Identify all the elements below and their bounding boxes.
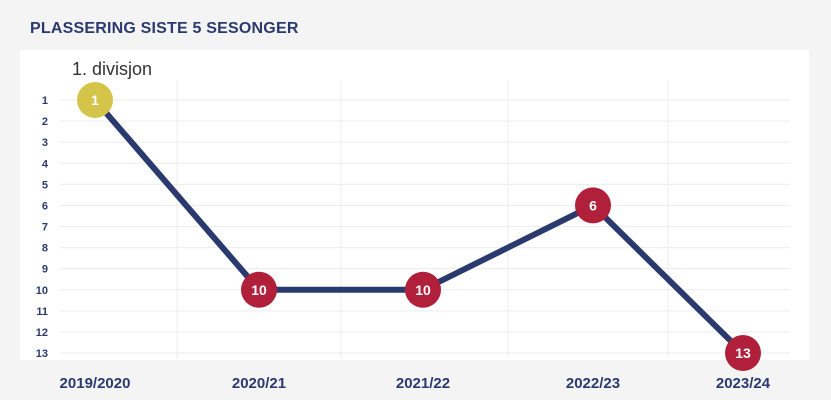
- x-tick-label: 2019/2020: [60, 375, 131, 392]
- data-point-marker: [405, 271, 441, 308]
- data-point: 6: [575, 187, 611, 224]
- data-point-marker: [725, 335, 761, 371]
- data-label: 10: [251, 282, 267, 298]
- y-tick-label: 3: [42, 137, 48, 149]
- data-label: 13: [735, 345, 751, 361]
- y-tick-label: 5: [42, 179, 48, 191]
- data-point-marker: [241, 271, 277, 308]
- y-tick-label: 2: [42, 116, 48, 128]
- grid-lines: [60, 80, 790, 358]
- y-tick-label: 10: [36, 285, 48, 297]
- y-tick-label: 12: [36, 327, 48, 339]
- y-tick-label: 11: [36, 306, 48, 318]
- y-tick-label: 13: [36, 348, 48, 360]
- data-point: 1: [77, 82, 113, 118]
- y-tick-label: 7: [42, 222, 48, 234]
- x-tick-label: 2022/23: [566, 375, 620, 392]
- x-tick-label: 2021/22: [396, 375, 450, 392]
- data-point-marker: [77, 82, 113, 118]
- data-label: 10: [415, 282, 431, 298]
- y-tick-label: 1: [42, 95, 48, 107]
- data-label: 1: [91, 92, 99, 108]
- x-tick-label: 2023/24: [716, 375, 771, 392]
- data-point-marker: [575, 187, 611, 224]
- data-point: 10: [405, 271, 441, 308]
- division-annotation: 1. divisjon: [72, 59, 152, 79]
- y-tick-label: 8: [42, 243, 48, 255]
- x-tick-label: 2020/21: [232, 375, 286, 392]
- data-points: 1 10 10 6 13: [77, 82, 761, 371]
- data-point: 10: [241, 271, 277, 308]
- y-tick-label: 4: [42, 158, 49, 170]
- y-tick-label: 6: [42, 200, 48, 212]
- chart-title: PLASSERING SISTE 5 SESONGER: [30, 20, 299, 37]
- data-point: 13: [725, 335, 761, 371]
- data-label: 6: [589, 197, 597, 213]
- x-axis-ticks: 2019/2020 2020/21 2021/22 2022/23 2023/24: [60, 375, 771, 392]
- y-tick-label: 9: [42, 264, 48, 276]
